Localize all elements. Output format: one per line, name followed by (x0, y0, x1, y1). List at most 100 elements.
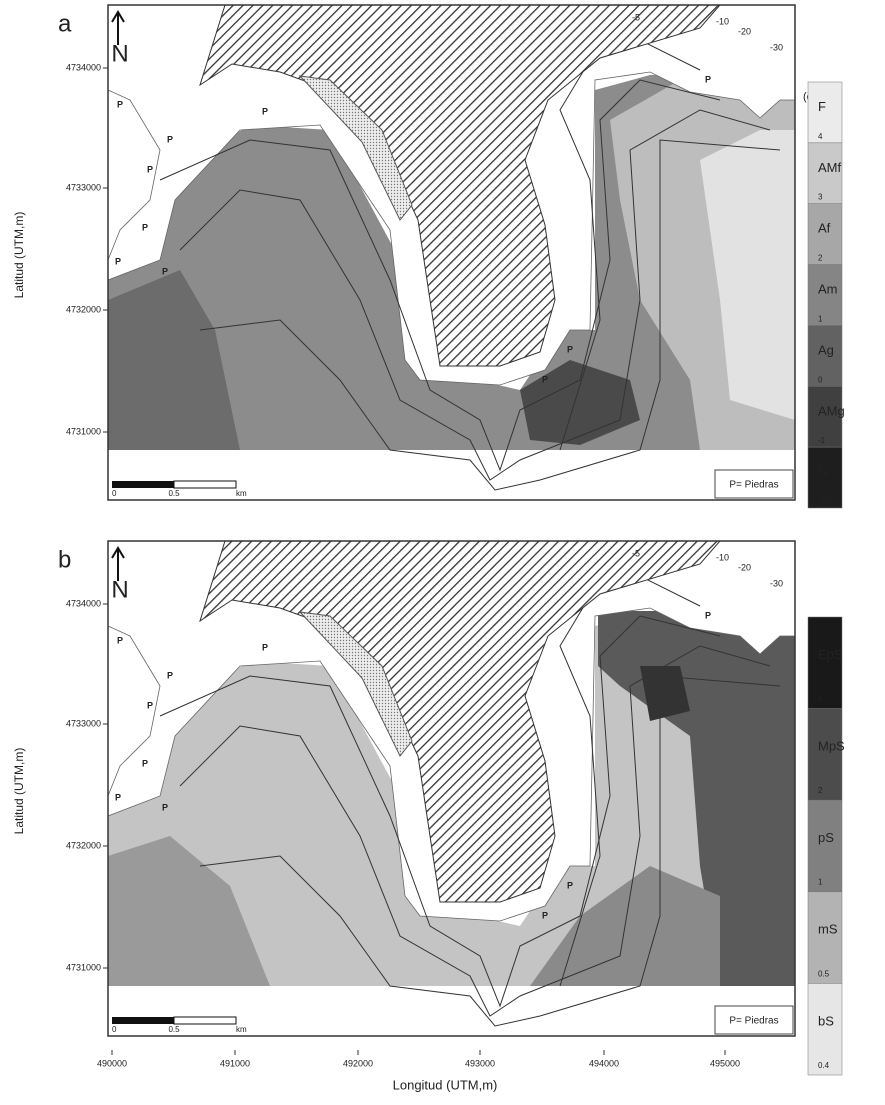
stone-mark: P (542, 910, 548, 920)
scale-label: 0 (112, 1025, 117, 1034)
depth-label: -30 (770, 578, 783, 588)
depth-label: -10 (716, 16, 729, 26)
legend-note: P= Piedras (729, 1016, 778, 1027)
depth-contour (199, 675, 781, 1027)
panel-letter: a (58, 10, 72, 37)
depth-label: -20 (738, 26, 751, 36)
panel-letter: b (58, 546, 71, 573)
sediment-zone (700, 130, 795, 420)
legend-limit: 4 (818, 695, 823, 704)
y-tick-label: 4734000 (66, 62, 101, 72)
beach (298, 75, 413, 221)
legend-limit: 3 (818, 193, 823, 202)
depth-label: -10 (716, 552, 729, 562)
map-border (107, 4, 796, 501)
legend-class: AMf (818, 160, 842, 175)
legend-limit: 0.4 (818, 1061, 830, 1070)
stone-mark: P (262, 106, 268, 116)
y-tick-label: 4733000 (66, 182, 101, 192)
legend-limit: 4 (818, 132, 823, 141)
north-label: N (111, 576, 128, 603)
stone-mark: P (117, 99, 123, 109)
stone-mark: P (567, 880, 573, 890)
y-tick-label: 4732000 (66, 304, 101, 314)
x-axis-label: Longitud (UTM,m) (393, 1077, 498, 1092)
note-box (714, 469, 794, 499)
legend-note: P= Piedras (729, 480, 778, 491)
beach (298, 611, 413, 757)
x-tick-label: 495000 (710, 1058, 740, 1068)
stone-mark: P (142, 222, 148, 232)
stone-mark: P (167, 670, 173, 680)
legend-swatch (807, 799, 843, 893)
map-panel: b N 4734000 4733000 4732000 4731000 Latitud (U… (12, 540, 845, 1076)
x-tick-label: 491000 (220, 1058, 250, 1068)
legend-swatch (807, 891, 843, 984)
y-axis-label: Latitud (UTM,m) (12, 748, 26, 835)
stone-mark: P (115, 792, 121, 802)
legend-class: MpS (818, 739, 845, 754)
stone-mark: P (115, 256, 121, 266)
legend-swatch (807, 142, 843, 204)
sediment-zone (640, 666, 690, 721)
stone-mark: P (262, 642, 268, 652)
scale-bar-dark (112, 1017, 174, 1024)
sediment-zone (108, 270, 240, 450)
legend-swatch (807, 203, 843, 265)
x-tick-label: 492000 (343, 1058, 373, 1068)
scale-label: km (236, 1025, 247, 1034)
stone-mark: P (142, 758, 148, 768)
legend-class: mS (818, 922, 838, 937)
legend-limit: 2 (818, 254, 823, 263)
y-tick-label: 4734000 (66, 598, 101, 608)
depth-contour (199, 139, 781, 491)
stone-mark: P (542, 374, 548, 384)
stone-mark: P (117, 635, 123, 645)
y-axis-label: Latitud (UTM,m) (12, 212, 26, 299)
scale-label: 0.5 (168, 1025, 180, 1034)
legend-limit: 1 (818, 878, 823, 887)
legend-swatch (807, 616, 843, 709)
legend-swatch (807, 708, 843, 801)
depth-contour (159, 79, 721, 472)
note-box (714, 1005, 794, 1035)
legend-swatch (807, 264, 843, 326)
depth-label: -30 (770, 42, 783, 52)
stone-mark: P (705, 610, 711, 620)
scale-bar-light (173, 480, 237, 489)
scale-label: km (236, 489, 247, 498)
x-tick-label: 493000 (465, 1058, 495, 1068)
scale-label: 0 (112, 489, 117, 498)
legend-limit: -1 (818, 436, 826, 445)
legend-class: AMg (818, 403, 845, 418)
legend-class: EpS (818, 647, 843, 662)
y-tick-label: 4731000 (66, 962, 101, 972)
sediment-zone (108, 836, 270, 986)
stone-mark: P (147, 700, 153, 710)
stone-mark: P (705, 74, 711, 84)
y-tick-label: 4731000 (66, 426, 101, 436)
y-tick-label: 4733000 (66, 718, 101, 728)
legend-swatch (807, 983, 843, 1076)
scale-label: 0.5 (168, 489, 180, 498)
stone-mark: P (162, 266, 168, 276)
legend-swatch (807, 325, 843, 387)
legend-limit: 1 (818, 314, 823, 323)
north-arrow (111, 10, 125, 45)
legend-swatch (807, 446, 843, 509)
stone-mark: P (567, 344, 573, 354)
depth-label: -5 (632, 12, 640, 22)
legend-class: G (818, 464, 828, 479)
depth-label: -5 (632, 548, 640, 558)
legend-limit: -1.5 (818, 497, 832, 506)
legend-swatch (807, 386, 843, 448)
scale-bar-light (173, 1016, 237, 1025)
legend-class: Am (818, 282, 838, 297)
stone-mark: P (147, 164, 153, 174)
land (199, 540, 722, 903)
legend-class: pS (818, 830, 834, 845)
depth-contour (159, 615, 721, 1008)
stone-mark: P (167, 134, 173, 144)
legend-class: bS (818, 1013, 834, 1028)
